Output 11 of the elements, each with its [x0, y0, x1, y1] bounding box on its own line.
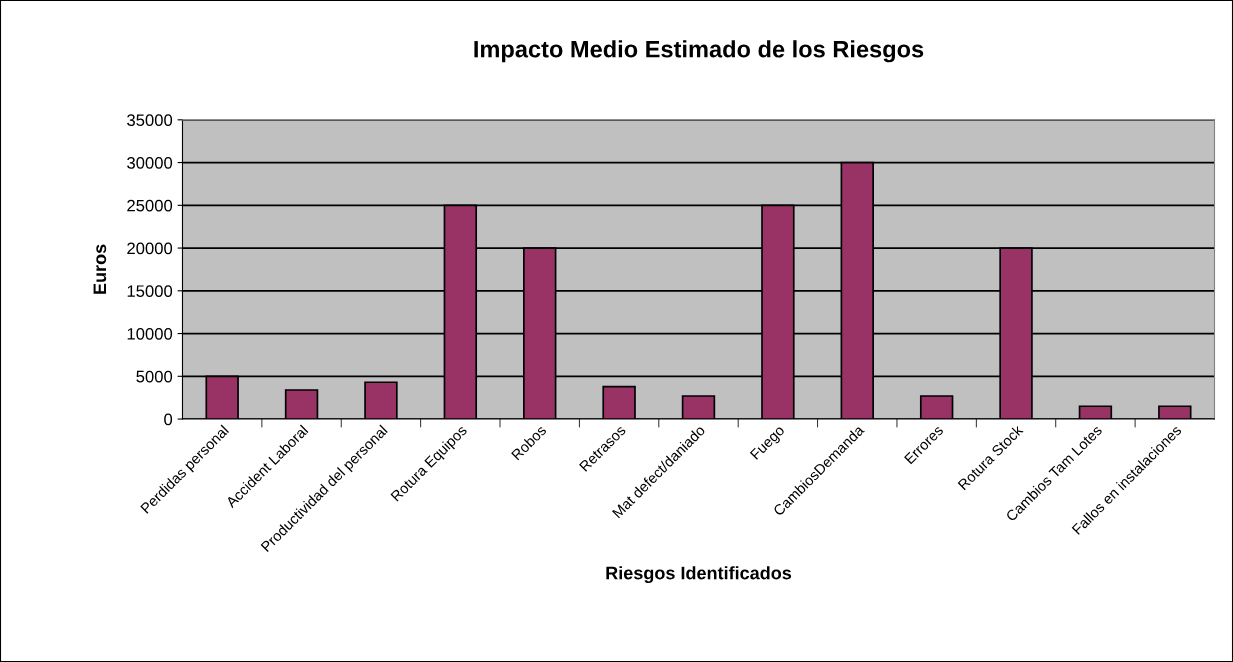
y-tick-label: 35000 [127, 114, 173, 127]
y-tick-label: 0 [164, 413, 173, 426]
chart-title: Impacto Medio Estimado de los Riesgos [474, 40, 924, 63]
x-axis-title: Riesgos Identificados [606, 566, 792, 584]
y-tick-label: 5000 [136, 370, 173, 383]
y-tick-label: 25000 [127, 199, 173, 212]
y-tick-label: 30000 [127, 156, 173, 169]
y-axis-title: Euros [93, 244, 107, 294]
y-tick-label: 20000 [127, 242, 173, 255]
y-tick-label: 10000 [127, 327, 173, 340]
y-tick-label: 15000 [127, 285, 173, 298]
